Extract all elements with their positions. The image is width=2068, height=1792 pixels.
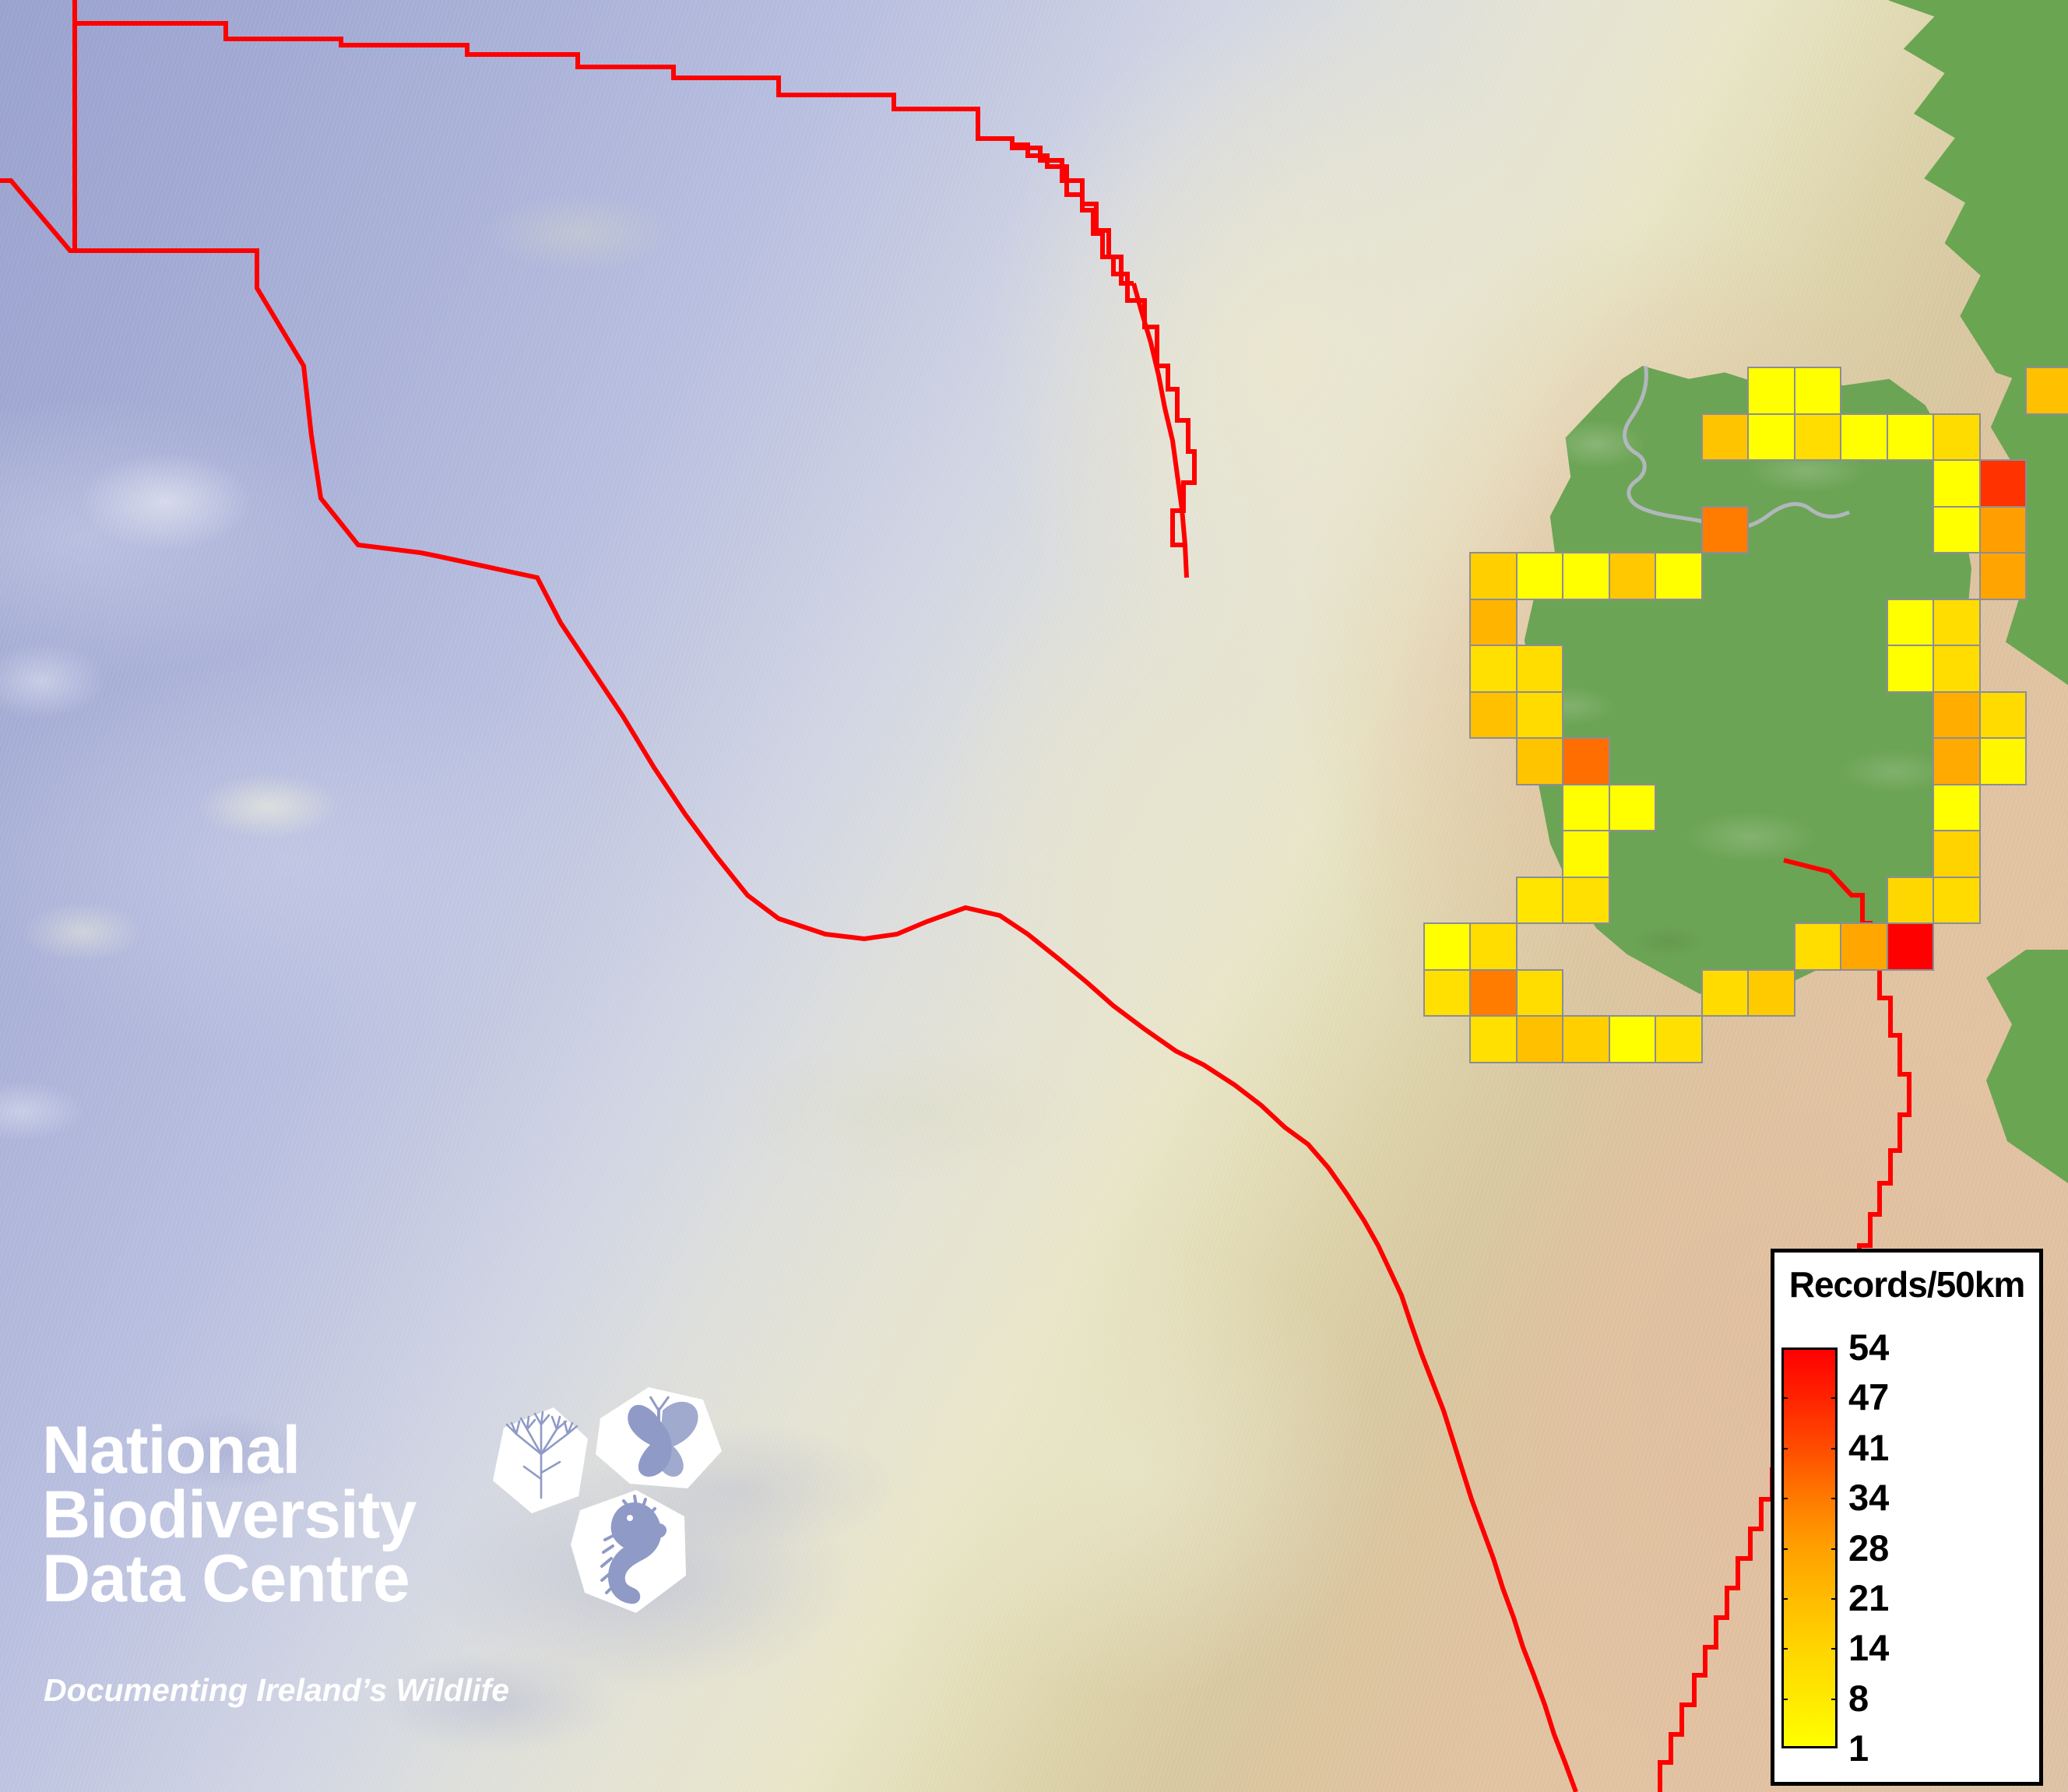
legend-tick (1781, 1548, 1788, 1550)
hebrides-island (2024, 47, 2068, 101)
mull-island (1993, 125, 2048, 167)
nbdc-logo: National Biodiversity Data Centre Docume… (37, 1370, 738, 1775)
legend-tick-marks (1781, 1348, 1838, 1748)
legend-label: 21 (1848, 1576, 1890, 1618)
logo-line-2: Biodiversity (42, 1477, 417, 1552)
legend-label: 1 (1848, 1727, 1869, 1769)
legend-tick (1831, 1648, 1838, 1650)
legend-tick (1781, 1698, 1788, 1700)
legend-title: Records/50km (1788, 1264, 2026, 1305)
logo-tagline: Documenting Ireland’s Wildlife (44, 1672, 510, 1708)
logo-line-3: Data Centre (42, 1541, 410, 1617)
legend-tick (1831, 1447, 1838, 1449)
legend-tick (1831, 1498, 1838, 1500)
butterfly-hexagon-icon (596, 1387, 722, 1488)
map-legend: Records/50km 54 47 41 34 28 21 14 8 1 (1771, 1249, 2043, 1786)
legend-label: 28 (1848, 1527, 1890, 1569)
legend-label: 34 (1848, 1477, 1890, 1519)
logo-line-1: National (42, 1413, 301, 1488)
legend-label: 14 (1848, 1627, 1890, 1669)
legend-tick (1831, 1548, 1838, 1550)
logo-wordmark: National Biodiversity Data Centre (42, 1413, 417, 1617)
legend-tick (1831, 1397, 1838, 1400)
islay-island (1962, 234, 2032, 265)
legend-tick (1831, 1597, 1838, 1600)
legend-tick (1781, 1597, 1788, 1600)
legend-label: 47 (1848, 1376, 1890, 1418)
anglesey-island (2021, 1074, 2068, 1116)
seahorse-hexagon-icon (571, 1490, 686, 1613)
legend-label: 54 (1848, 1326, 1890, 1368)
legend-tick (1781, 1397, 1788, 1400)
legend-tick-labels: 54 47 41 34 28 21 14 8 1 (1848, 1326, 1989, 1769)
legend-label: 8 (1848, 1677, 1869, 1719)
legend-tick (1781, 1498, 1788, 1500)
legend-color-ramp (1781, 1348, 1838, 1748)
legend-tick (1781, 1447, 1788, 1449)
legend-tick (1831, 1698, 1838, 1700)
logo-hexagon-marks (493, 1387, 722, 1613)
legend-tick (1781, 1648, 1788, 1650)
legend-label: 41 (1848, 1426, 1890, 1468)
plant-hexagon-icon (493, 1407, 588, 1513)
